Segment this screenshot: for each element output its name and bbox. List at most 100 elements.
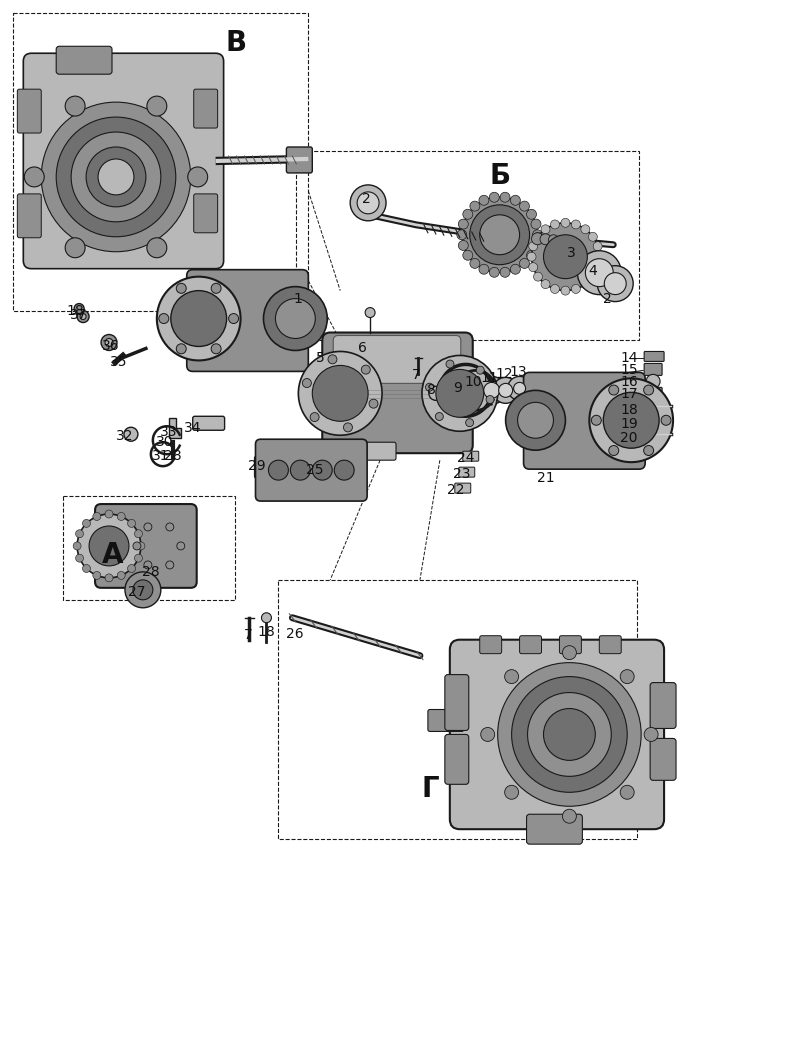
Text: 31: 31 [152,449,170,463]
Circle shape [365,308,375,317]
Circle shape [147,237,167,257]
Circle shape [298,352,382,436]
Circle shape [466,419,474,426]
Circle shape [134,554,142,562]
FancyBboxPatch shape [23,54,224,269]
Text: 7: 7 [244,628,253,642]
FancyBboxPatch shape [95,504,197,588]
Circle shape [581,225,590,234]
Circle shape [435,413,443,420]
Circle shape [82,565,90,572]
Text: 34: 34 [184,421,202,436]
FancyBboxPatch shape [18,89,42,133]
Text: 27: 27 [128,585,146,598]
FancyBboxPatch shape [559,635,582,654]
Circle shape [157,276,241,360]
Text: 8: 8 [427,383,436,397]
Circle shape [561,218,570,227]
Circle shape [229,314,238,323]
FancyBboxPatch shape [56,46,112,75]
Circle shape [484,382,500,398]
Circle shape [357,192,379,214]
Text: Б: Б [489,162,510,190]
Circle shape [369,399,378,408]
Circle shape [127,520,135,527]
FancyBboxPatch shape [526,814,582,844]
Circle shape [590,378,673,462]
Text: 20: 20 [621,432,638,445]
Circle shape [586,258,614,287]
Circle shape [144,561,152,569]
Bar [14,14,308,311]
FancyBboxPatch shape [194,89,218,128]
FancyBboxPatch shape [194,194,218,233]
Circle shape [446,360,454,369]
Circle shape [529,242,538,251]
Circle shape [508,376,531,400]
Circle shape [541,225,550,234]
Circle shape [176,343,186,354]
Circle shape [269,460,288,480]
Circle shape [328,355,337,363]
Circle shape [75,554,83,562]
FancyBboxPatch shape [322,333,473,454]
Circle shape [578,251,622,295]
Circle shape [262,613,271,623]
Circle shape [646,375,660,388]
Circle shape [343,423,353,432]
Circle shape [644,445,654,456]
Circle shape [211,343,221,354]
Circle shape [550,285,559,293]
Circle shape [470,258,480,269]
Circle shape [127,565,135,572]
FancyBboxPatch shape [286,147,312,173]
FancyBboxPatch shape [186,270,308,372]
Text: 10: 10 [465,376,482,390]
Text: 21: 21 [537,471,554,485]
Circle shape [581,279,590,289]
Circle shape [73,542,81,550]
FancyBboxPatch shape [334,336,461,383]
Circle shape [312,365,368,421]
Text: В: В [225,29,246,58]
FancyBboxPatch shape [356,442,396,460]
Circle shape [588,232,598,242]
Circle shape [598,266,633,301]
Circle shape [93,571,101,580]
Circle shape [493,377,518,403]
FancyBboxPatch shape [445,734,469,784]
FancyBboxPatch shape [480,635,502,654]
Circle shape [541,279,550,289]
Circle shape [476,366,484,374]
Circle shape [479,195,489,206]
FancyBboxPatch shape [255,439,367,501]
Circle shape [75,530,83,538]
Circle shape [147,97,167,117]
Circle shape [310,413,319,421]
Bar [296,151,639,340]
Circle shape [470,205,530,265]
Bar [278,580,637,839]
Circle shape [531,223,599,291]
Circle shape [595,252,604,261]
Circle shape [505,670,518,684]
Text: 23: 23 [453,467,470,481]
Text: 33: 33 [160,425,178,439]
Text: 6: 6 [358,341,366,356]
Circle shape [422,356,498,432]
Circle shape [661,416,671,425]
Circle shape [519,258,530,269]
Circle shape [588,272,598,281]
Circle shape [512,676,627,793]
Text: 17: 17 [620,387,638,401]
FancyBboxPatch shape [450,639,664,830]
Circle shape [562,810,576,823]
Text: 28: 28 [142,565,160,579]
Circle shape [312,460,332,480]
Text: 3: 3 [567,246,576,259]
Circle shape [71,132,161,222]
Circle shape [490,192,499,203]
Circle shape [609,445,618,456]
Text: 37: 37 [70,308,88,321]
Text: Г: Г [421,775,438,803]
